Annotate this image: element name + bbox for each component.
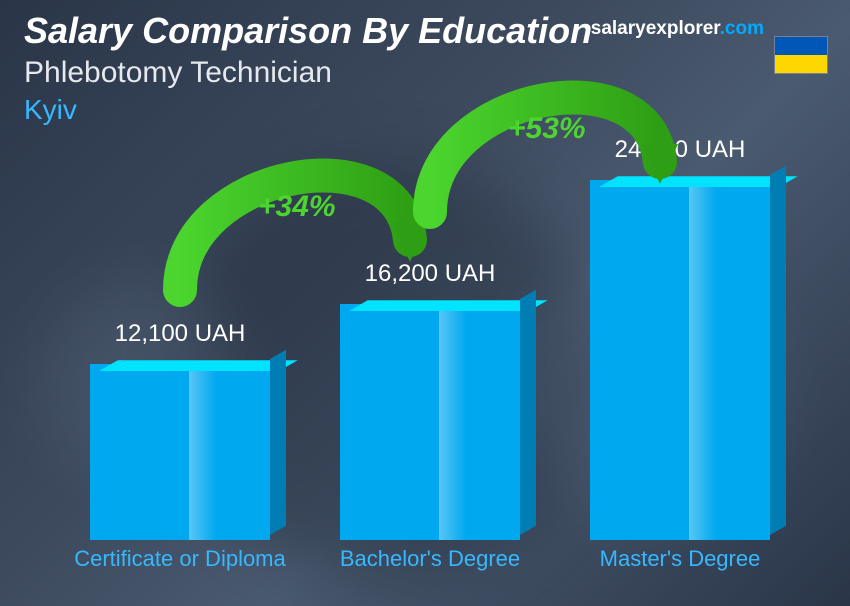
bar-top-face [99, 360, 298, 371]
salary-bar-chart: 12,100 UAHCertificate or Diploma16,200 U… [0, 0, 850, 606]
bar-category-label: Bachelor's Degree [320, 546, 540, 571]
bar-group: 12,100 UAHCertificate or Diploma [90, 364, 270, 540]
bar-group: 24,800 UAHMaster's Degree [590, 180, 770, 540]
increase-percent-label: +34% [258, 190, 336, 224]
bar-category-label: Master's Degree [570, 546, 790, 571]
bar-front [340, 304, 520, 540]
bar-category-label: Certificate or Diploma [70, 546, 290, 571]
bar-side-face [770, 166, 786, 535]
bar-front [590, 180, 770, 540]
bar-value-label: 12,100 UAH [70, 320, 290, 348]
bar-group: 16,200 UAHBachelor's Degree [340, 304, 520, 540]
bar-side-face [270, 350, 286, 535]
increase-percent-label: +53% [508, 112, 586, 146]
bar-front [90, 364, 270, 540]
bar-side-face [520, 290, 536, 535]
